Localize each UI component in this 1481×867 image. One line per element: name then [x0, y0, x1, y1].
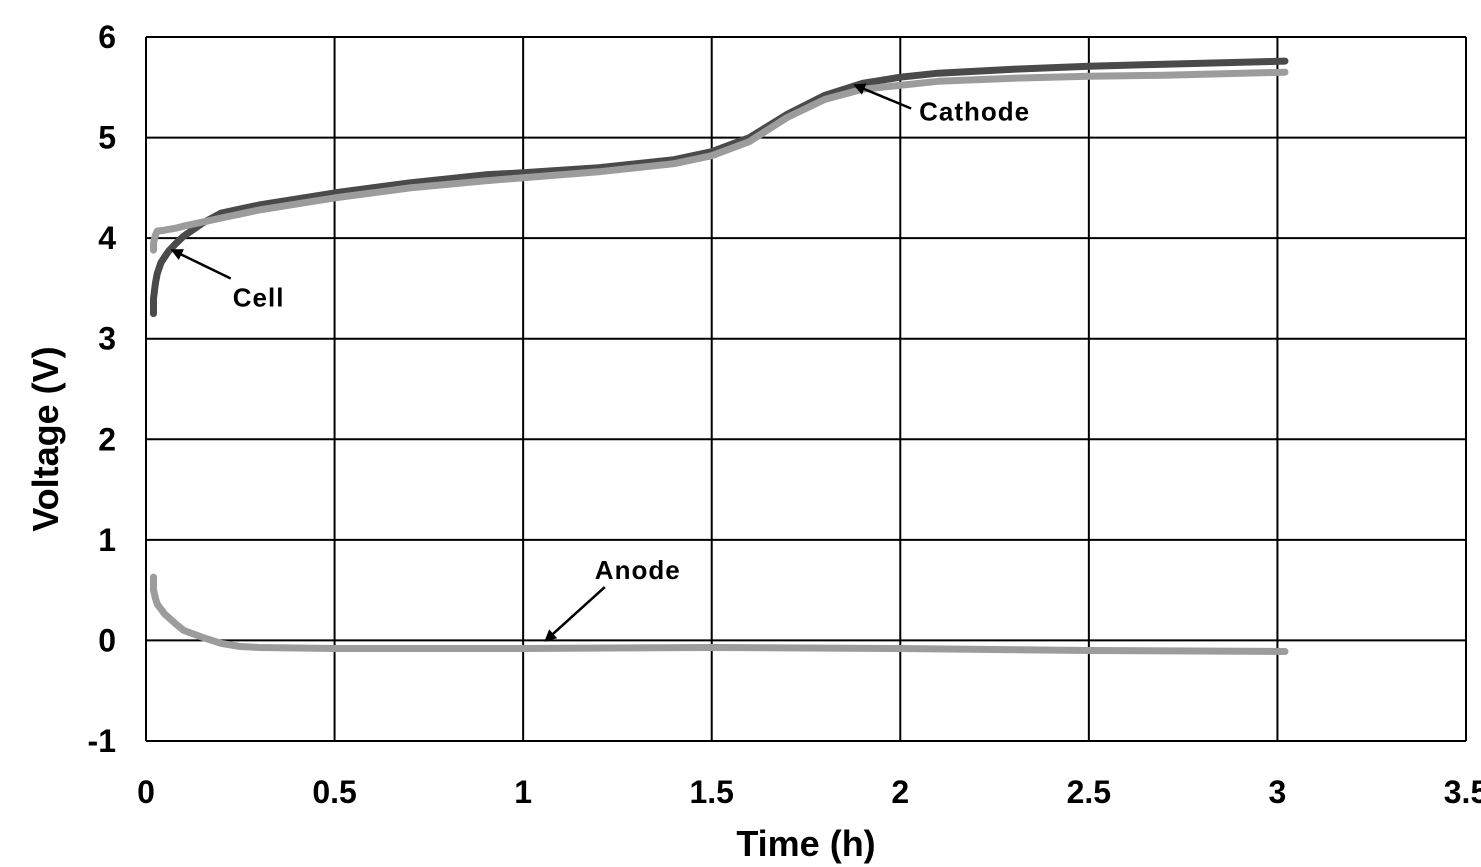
- x-axis-title: Time (h): [736, 823, 875, 864]
- annotations: Cathode Cell Anode: [170, 83, 1030, 642]
- y-axis-title: Voltage (V): [25, 346, 66, 531]
- y-tick-label: 6: [98, 19, 116, 55]
- x-tick-label: 1: [514, 774, 532, 810]
- cathode-annotation-label: Cathode: [919, 96, 1030, 126]
- tick-labels: 0 0.5 1 1.5 2 2.5 3 3.5 -1 0 1 2 3 4 5 6: [88, 19, 1481, 810]
- x-tick-label: 0: [137, 774, 155, 810]
- cathode-voltage-line: [150, 68, 1289, 254]
- cell-voltage-line: [150, 57, 1289, 318]
- x-tick-label: 0.5: [312, 774, 356, 810]
- x-tick-label: 2: [891, 774, 909, 810]
- y-tick-label: -1: [88, 723, 116, 759]
- x-tick-label: 3: [1269, 774, 1287, 810]
- anode-annotation-arrow: [544, 586, 606, 642]
- grid-lines: [145, 36, 1467, 742]
- y-tick-label: 1: [98, 522, 116, 558]
- x-tick-label: 3.5: [1444, 774, 1481, 810]
- anode-annotation-label: Anode: [595, 555, 681, 585]
- x-tick-label: 1.5: [689, 774, 733, 810]
- y-tick-label: 2: [98, 421, 116, 457]
- x-tick-label: 2.5: [1067, 774, 1111, 810]
- y-tick-label: 0: [98, 622, 116, 658]
- cell-annotation-label: Cell: [233, 283, 285, 313]
- cell-annotation-arrow: [170, 249, 232, 280]
- y-tick-label: 4: [98, 220, 116, 256]
- y-tick-label: 5: [98, 120, 116, 156]
- anode-voltage-line: [150, 573, 1289, 655]
- y-tick-label: 3: [98, 321, 116, 357]
- series-lines: [150, 57, 1289, 655]
- cathode-annotation-arrow: [853, 83, 912, 110]
